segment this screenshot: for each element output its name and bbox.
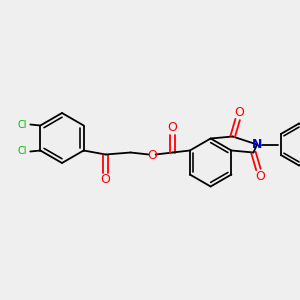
Text: O: O <box>101 173 111 186</box>
Text: Cl: Cl <box>18 119 27 130</box>
Text: O: O <box>256 170 266 183</box>
Text: O: O <box>148 149 158 162</box>
Text: Cl: Cl <box>18 146 27 157</box>
Text: O: O <box>235 106 244 119</box>
Text: O: O <box>168 121 178 134</box>
Text: N: N <box>252 138 262 151</box>
